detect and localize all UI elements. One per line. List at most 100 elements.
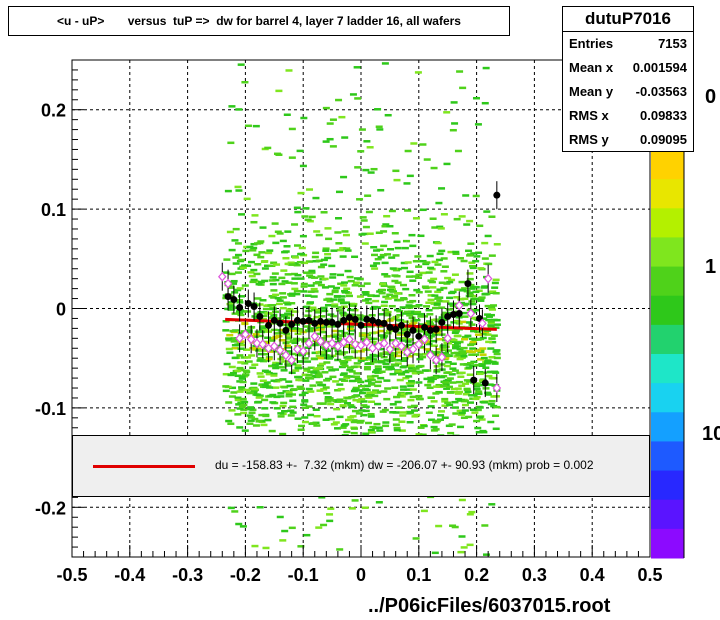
scatter-dash — [461, 287, 469, 290]
scatter-dash — [368, 378, 376, 382]
profile-diamond — [270, 341, 279, 352]
stats-box: dutuP7016 Entries 7153 Mean x 0.001594 M… — [562, 6, 694, 152]
scatter-dash — [480, 356, 488, 360]
scatter-dash — [326, 137, 334, 141]
scatter-dash — [237, 313, 245, 317]
scatter-dash — [399, 365, 407, 369]
scatter-dash — [457, 398, 465, 402]
scatter-dash — [442, 300, 450, 303]
scatter-dash — [261, 407, 269, 410]
x-tick-label: -0.4 — [114, 565, 145, 585]
scatter-dash — [437, 410, 445, 413]
scatter-dash — [259, 298, 267, 302]
colorbar: 0 1 10 — [651, 86, 720, 559]
scatter-dash — [459, 86, 467, 90]
scatter-dash — [279, 404, 287, 408]
scatter-dash — [333, 294, 341, 298]
scatter-dash — [409, 244, 417, 248]
scatter-dash — [487, 320, 495, 323]
scatter-dash — [478, 296, 486, 299]
scatter-dash — [322, 140, 330, 143]
scatter-dash — [297, 277, 305, 280]
scatter-dash — [429, 286, 437, 289]
scatter-dash — [307, 366, 315, 370]
scatter-dash — [278, 331, 286, 335]
scatter-dash — [236, 390, 244, 393]
scatter-dash — [401, 356, 409, 360]
scatter-dash — [407, 369, 415, 373]
scatter-dash — [303, 369, 311, 372]
scatter-dash — [283, 245, 291, 248]
scatter-dash — [463, 289, 471, 293]
scatter-dash — [387, 317, 395, 321]
scatter-dash — [376, 429, 384, 432]
scatter-dash — [285, 309, 293, 313]
scatter-dash — [364, 394, 372, 398]
scatter-dash — [488, 503, 496, 506]
scatter-dash — [400, 261, 408, 265]
scatter-dash — [473, 419, 481, 423]
scatter-dash — [358, 397, 366, 401]
scatter-dash — [275, 334, 283, 338]
scatter-dash — [460, 416, 468, 420]
y-tick-label: 0.2 — [41, 101, 66, 121]
scatter-dash — [446, 328, 454, 331]
scatter-dash — [383, 397, 391, 401]
scatter-dash — [380, 390, 388, 393]
scatter-dash — [241, 429, 249, 432]
profile-diamond — [379, 338, 389, 349]
scatter-dash — [434, 290, 442, 294]
scatter-dash — [427, 405, 435, 408]
scatter-dash — [335, 98, 343, 102]
scatter-dash — [482, 366, 490, 370]
scatter-dash — [340, 175, 348, 179]
scatter-dash — [332, 421, 340, 424]
scatter-dash — [294, 353, 302, 357]
scatter-dash — [383, 214, 391, 218]
scatter-dash — [424, 290, 432, 293]
scatter-dash — [324, 252, 332, 256]
scatter-dash — [376, 290, 384, 293]
scatter-dash — [427, 266, 435, 270]
scatter-dash — [459, 289, 467, 292]
scatter-dash — [476, 370, 484, 374]
scatter-dash — [483, 210, 491, 213]
scatter-dash — [426, 254, 434, 258]
scatter-dash — [225, 347, 233, 351]
scatter-dash — [270, 289, 278, 292]
scatter-dash — [250, 268, 258, 272]
scatter-dash — [320, 309, 328, 312]
scatter-dash — [281, 409, 289, 413]
profile-diamond — [310, 331, 320, 342]
scatter-dash — [228, 305, 236, 309]
scatter-dash — [360, 413, 368, 417]
scatter-dash — [375, 231, 383, 235]
scatter-dash — [389, 267, 397, 270]
profile-diamond — [246, 334, 256, 345]
profile-point — [345, 313, 353, 321]
scatter-dash — [380, 284, 388, 288]
scatter-dash — [388, 256, 396, 259]
scatter-dash — [461, 335, 469, 339]
scatter-dash — [304, 360, 312, 363]
scatter-dash — [336, 383, 344, 386]
stat-row-mean-y: Mean y -0.03563 — [563, 80, 693, 104]
scatter-dash — [468, 300, 476, 303]
scatter-dash — [284, 346, 292, 349]
scatter-dash — [400, 359, 408, 363]
scatter-dash — [423, 348, 431, 351]
scatter-dash — [481, 101, 489, 105]
scatter-dash — [369, 425, 377, 429]
scatter-dash — [460, 546, 468, 549]
scatter-dash — [474, 349, 482, 352]
scatter-dash — [249, 341, 257, 344]
scatter-dash — [225, 401, 233, 404]
scatter-dash — [452, 346, 460, 349]
scatter-dash — [485, 318, 493, 322]
scatter-dash — [334, 427, 342, 430]
scatter-dash — [356, 400, 364, 403]
scatter-dash — [449, 381, 457, 384]
scatter-dash — [454, 387, 462, 390]
scatter-dash — [481, 292, 489, 296]
scatter-dash — [340, 305, 348, 308]
